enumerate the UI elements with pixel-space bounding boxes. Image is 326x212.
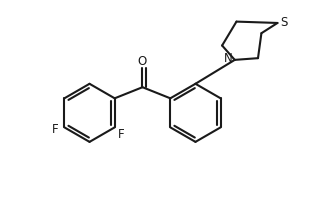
Text: O: O: [138, 55, 147, 68]
Text: S: S: [280, 16, 287, 29]
Text: N: N: [224, 52, 233, 65]
Text: F: F: [52, 123, 58, 135]
Text: F: F: [118, 128, 124, 141]
